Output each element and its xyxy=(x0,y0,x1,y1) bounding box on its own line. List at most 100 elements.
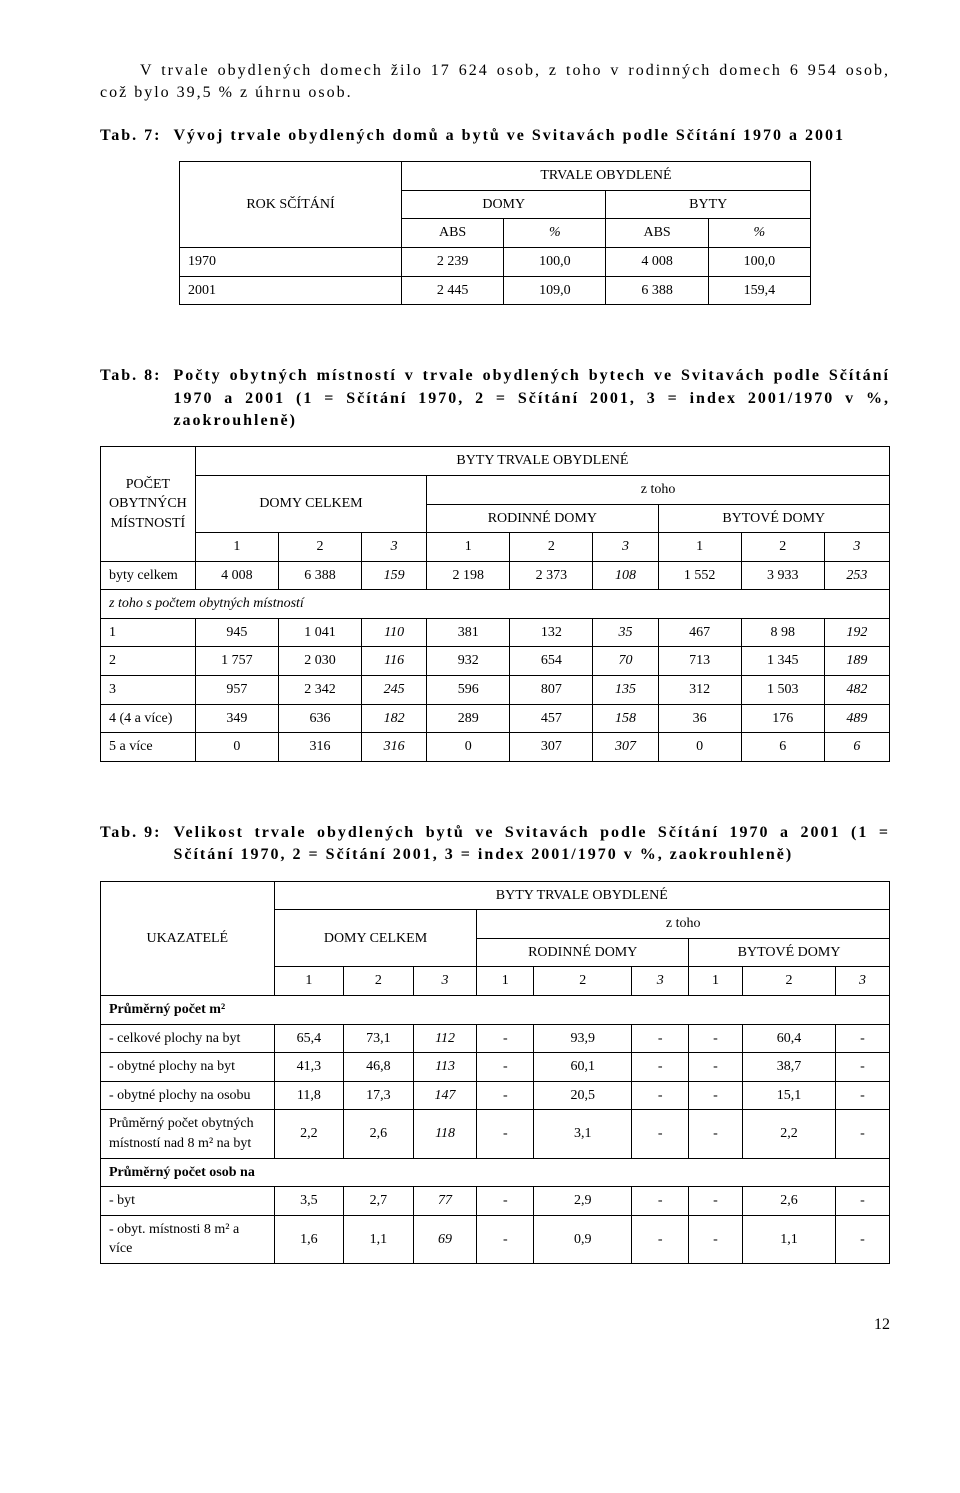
tab8-header-ztoho: z toho xyxy=(427,475,890,504)
table-cell: 2 445 xyxy=(401,276,503,305)
table-cell: 1,6 xyxy=(274,1215,344,1263)
table-cell: 159,4 xyxy=(708,276,810,305)
tab9-text: Velikost trvale obydlených bytů ve Svita… xyxy=(173,822,890,867)
table-cell: 1 503 xyxy=(741,676,824,705)
table-cell: - xyxy=(689,1187,743,1216)
table-row-label: - obyt. místnosti 8 m² a více xyxy=(101,1215,275,1263)
table-cell: 1 757 xyxy=(195,647,278,676)
table-cell: 1 552 xyxy=(658,561,741,590)
table-7: ROK SČÍTÁNÍ TRVALE OBYDLENÉ DOMY BYTY AB… xyxy=(179,161,811,305)
table-cell: 112 xyxy=(413,1024,477,1053)
table-cell: 457 xyxy=(510,704,593,733)
tab8-text: Počty obytných místností v trvale obydle… xyxy=(173,365,890,432)
table-9: UKAZATELÉ BYTY TRVALE OBYDLENÉ DOMY CELK… xyxy=(100,881,890,1264)
tab7-title: Tab. 7: Vývoj trvale obydlených domů a b… xyxy=(100,125,890,147)
table-cell: 15,1 xyxy=(742,1081,835,1110)
table-cell: 945 xyxy=(195,618,278,647)
tab8-header-domy-celkem: DOMY CELKEM xyxy=(195,475,426,532)
table-cell: 713 xyxy=(658,647,741,676)
table-cell: - xyxy=(836,1215,890,1263)
table-cell: 6 388 xyxy=(278,561,361,590)
tab8-label: Tab. 8: xyxy=(100,365,173,387)
table-cell: 807 xyxy=(510,676,593,705)
table-cell: 182 xyxy=(362,704,427,733)
table-row-label: 1 xyxy=(101,618,196,647)
table-cell: 36 xyxy=(658,704,741,733)
table-cell: - xyxy=(632,1215,689,1263)
table-row-label: 5 a více xyxy=(101,733,196,762)
column-number: 1 xyxy=(689,967,743,996)
column-number: 2 xyxy=(510,533,593,562)
table-cell: - xyxy=(836,1053,890,1082)
table-cell: 6 388 xyxy=(606,276,708,305)
table-cell: 1,1 xyxy=(344,1215,414,1263)
table-cell: 253 xyxy=(824,561,889,590)
table-cell: 316 xyxy=(362,733,427,762)
table-cell: 2,6 xyxy=(742,1187,835,1216)
tab7-header-abs: ABS xyxy=(606,219,708,248)
table-cell: 3 933 xyxy=(741,561,824,590)
table-cell: 38,7 xyxy=(742,1053,835,1082)
tab7-header-abs: ABS xyxy=(401,219,503,248)
tab9-label: Tab. 9: xyxy=(100,822,173,844)
table-cell: 307 xyxy=(510,733,593,762)
table-cell: 73,1 xyxy=(344,1024,414,1053)
table-cell: 159 xyxy=(362,561,427,590)
table-cell: 108 xyxy=(593,561,658,590)
table-cell: - xyxy=(836,1024,890,1053)
table-cell: 482 xyxy=(824,676,889,705)
table-cell: 489 xyxy=(824,704,889,733)
table-cell: 93,9 xyxy=(534,1024,632,1053)
table-cell: 467 xyxy=(658,618,741,647)
table-cell: - xyxy=(836,1110,890,1158)
table-cell: 2 198 xyxy=(427,561,510,590)
table-cell: 1970 xyxy=(180,247,402,276)
table-cell: 349 xyxy=(195,704,278,733)
table-cell: - xyxy=(632,1110,689,1158)
table-cell: 192 xyxy=(824,618,889,647)
table-cell: 109,0 xyxy=(504,276,606,305)
tab7-text: Vývoj trvale obydlených domů a bytů ve S… xyxy=(173,125,890,147)
tab9-header-bytove: BYTOVÉ DOMY xyxy=(689,938,890,967)
column-number: 3 xyxy=(593,533,658,562)
tab8-header-rodinne: RODINNÉ DOMY xyxy=(427,504,658,533)
tab9-header-ukazatele: UKAZATELÉ xyxy=(101,881,275,995)
tab8-title: Tab. 8: Počty obytných místností v trval… xyxy=(100,365,890,432)
table-cell: 3,1 xyxy=(534,1110,632,1158)
table-cell: 636 xyxy=(278,704,361,733)
table-cell: 118 xyxy=(413,1110,477,1158)
table-cell: 60,1 xyxy=(534,1053,632,1082)
tab7-header-pct: % xyxy=(504,219,606,248)
tab9-header-rodinne: RODINNÉ DOMY xyxy=(477,938,689,967)
tab7-header-rok: ROK SČÍTÁNÍ xyxy=(180,162,402,248)
tab9-header-ztoho: z toho xyxy=(477,910,890,939)
table-row-span: z toho s počtem obytných místností xyxy=(101,590,890,619)
table-cell: 41,3 xyxy=(274,1053,344,1082)
tab9-title: Tab. 9: Velikost trvale obydlených bytů … xyxy=(100,822,890,867)
table-cell: 4 008 xyxy=(606,247,708,276)
table-cell: 957 xyxy=(195,676,278,705)
tab8-header-pocet: POČET OBYTNÝCH MÍSTNOSTÍ xyxy=(101,447,196,561)
table-cell: 2001 xyxy=(180,276,402,305)
table-cell: 20,5 xyxy=(534,1081,632,1110)
table-cell: - xyxy=(689,1081,743,1110)
table-cell: - xyxy=(477,1081,534,1110)
table-row-label: - byt xyxy=(101,1187,275,1216)
table-cell: 135 xyxy=(593,676,658,705)
table-cell: 2,2 xyxy=(742,1110,835,1158)
column-number: 2 xyxy=(741,533,824,562)
table-cell: - xyxy=(836,1081,890,1110)
table-cell: - xyxy=(632,1053,689,1082)
table-cell: 316 xyxy=(278,733,361,762)
tab8-header-byty-trvale: BYTY TRVALE OBYDLENÉ xyxy=(195,447,889,476)
tab7-header-byty: BYTY xyxy=(606,190,811,219)
column-number: 1 xyxy=(427,533,510,562)
table-8: POČET OBYTNÝCH MÍSTNOSTÍ BYTY TRVALE OBY… xyxy=(100,446,890,762)
table-row-label: 2 xyxy=(101,647,196,676)
table-cell: 100,0 xyxy=(708,247,810,276)
table-cell: 0 xyxy=(195,733,278,762)
table-cell: 1 041 xyxy=(278,618,361,647)
table-cell: 2,7 xyxy=(344,1187,414,1216)
table-cell: 2,9 xyxy=(534,1187,632,1216)
column-number: 2 xyxy=(742,967,835,996)
